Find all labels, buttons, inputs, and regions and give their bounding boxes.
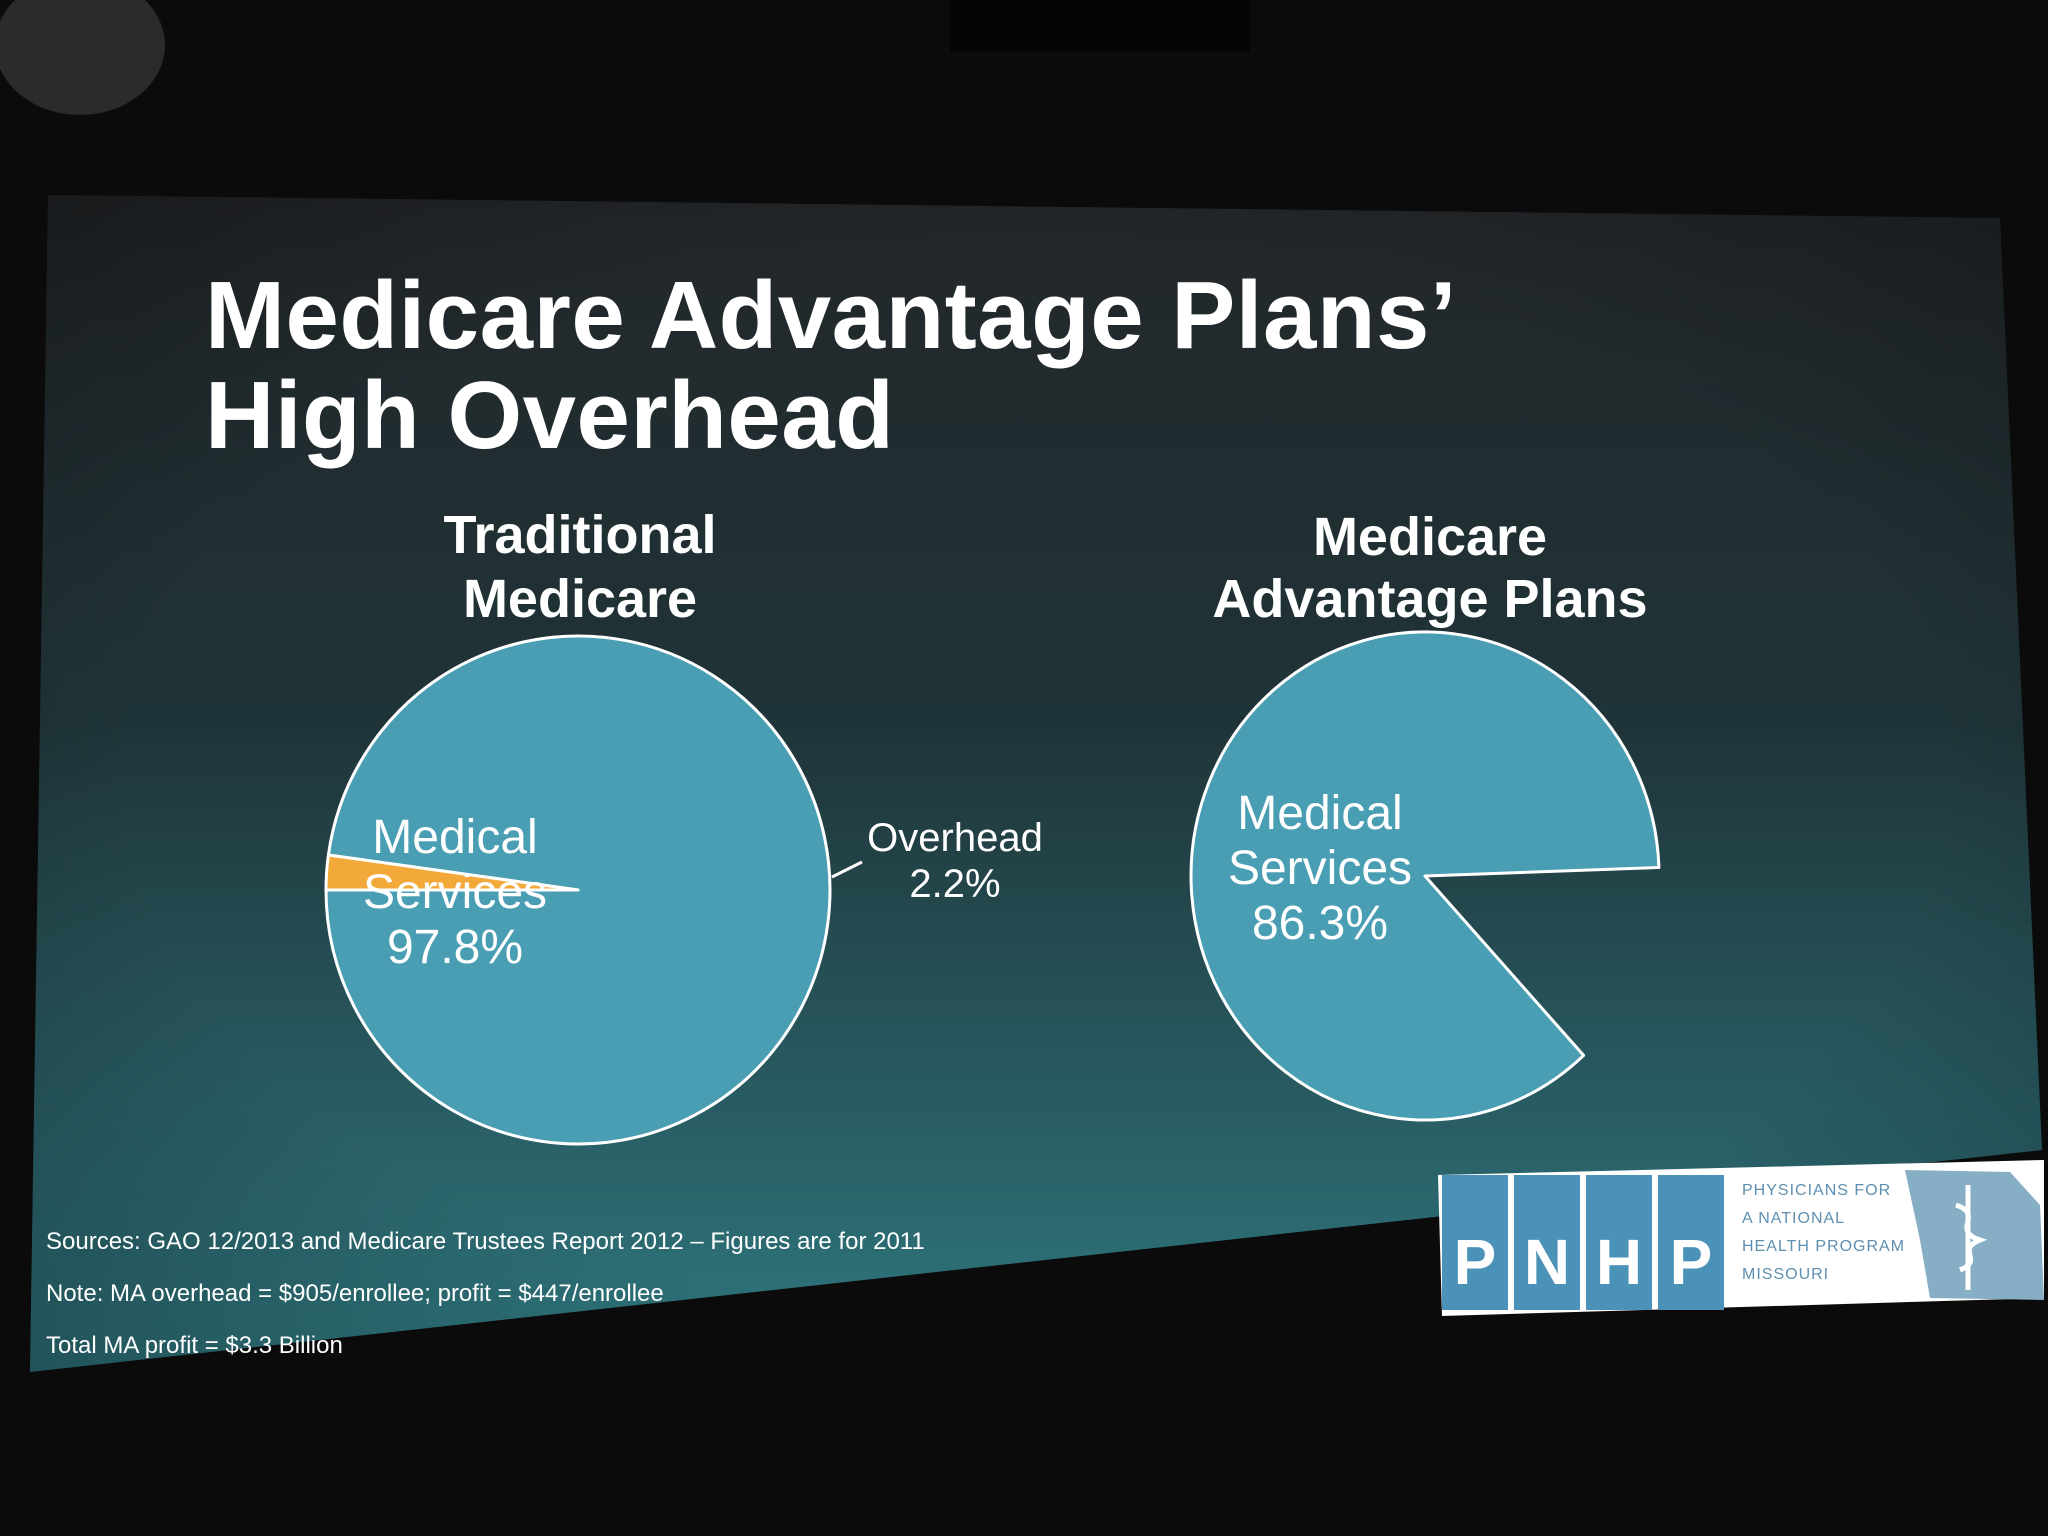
logo-tile-2 [1514, 1175, 1580, 1310]
ceiling-fixture [950, 0, 1250, 52]
pie-title-left-line-1: Traditional [443, 505, 717, 565]
logo-letter-n: N [1523, 1226, 1571, 1298]
pie-left-slice-1 [324, 853, 580, 892]
pie-left-overhead-value: 2.2% [909, 862, 1001, 906]
pie-chart-medicare-advantage [1189, 630, 1661, 1122]
logo-text-line-1: PHYSICIANS FOR [1742, 1182, 1892, 1199]
slide-title-line-2: High Overhead [205, 362, 895, 469]
pie-right-medical-label-line-1: Medical [1237, 787, 1403, 840]
pie-left-medical-value: 97.8% [386, 921, 524, 975]
pnhp-logo [1438, 1160, 2044, 1316]
pie-title-left-line-2: Medicare [462, 569, 698, 629]
pie-chart-traditional-medicare [324, 634, 832, 1146]
pie-left-medical-label-line-1: Medical [372, 811, 538, 864]
pie-right-medical-label: Medical Services 86.3% [1200, 786, 1440, 952]
caduceus-icon [1955, 1185, 1988, 1290]
logo-text-line-3: HEALTH PROGRAM [1742, 1238, 1906, 1255]
logo-tile-3 [1586, 1175, 1652, 1310]
logo-tile-1 [1442, 1175, 1508, 1310]
pie-right-medical-label-line-2: Services [1227, 842, 1413, 896]
logo-text-line-2: A NATIONAL [1742, 1210, 1846, 1227]
footnote-sources: Sources: GAO 12/2013 and Medicare Truste… [46, 1228, 925, 1255]
pie-left-medical-label-line-2: Services [362, 866, 548, 920]
overhead-leader-line [831, 860, 863, 879]
pie-left-overhead-label-text: Overhead [867, 816, 1043, 860]
logo-tile-4 [1658, 1175, 1724, 1310]
logo-letter-p2: P [1669, 1226, 1713, 1298]
pie-left-medical-label: Medical Services 97.8% [330, 810, 580, 976]
pie-left-overhead-label: Overhead 2.2% [860, 815, 1050, 907]
logo-text-line-4: MISSOURI [1742, 1266, 1830, 1283]
logo-letter-p1: P [1453, 1226, 1497, 1298]
pie-right-slice-0 [1189, 630, 1661, 1122]
pie-right-medical-value: 86.3% [1251, 897, 1389, 951]
footnote-ma-overhead: Note: MA overhead = $905/enrollee; profi… [46, 1280, 664, 1307]
ceiling-object [0, 0, 165, 115]
footnote-total-profit: Total MA profit = $3.3 Billion [46, 1332, 343, 1359]
pie-title-right-line-1: Medicare [1312, 507, 1548, 567]
slide-title-line-1: Medicare Advantage Plans’ [205, 262, 1458, 369]
pie-title-right-line-2: Advantage Plans [1212, 569, 1648, 629]
logo-letter-h: H [1595, 1226, 1643, 1298]
